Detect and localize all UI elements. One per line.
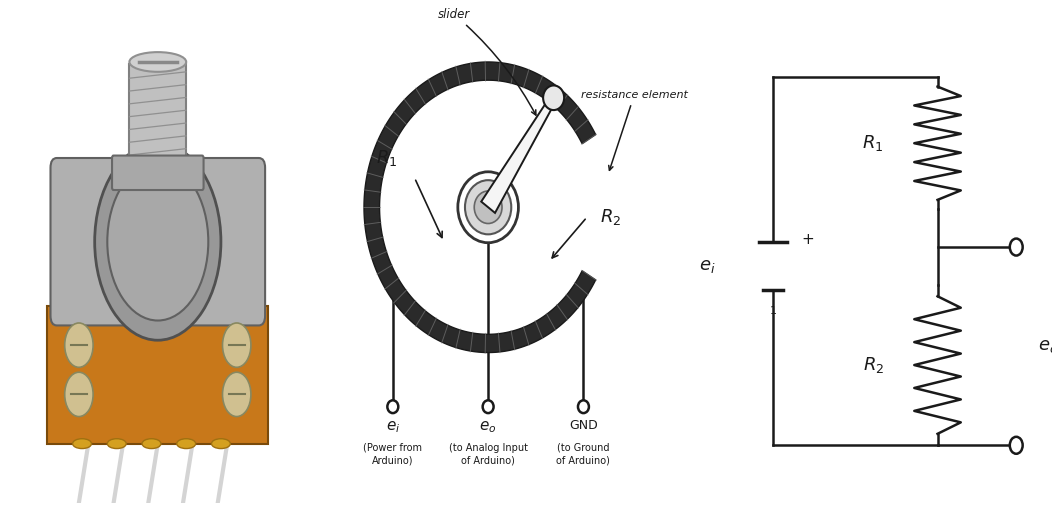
Text: slider: slider [438, 8, 535, 115]
Circle shape [95, 143, 221, 340]
Text: resistance element: resistance element [581, 90, 688, 170]
Circle shape [458, 172, 519, 243]
Circle shape [474, 191, 502, 224]
FancyBboxPatch shape [112, 155, 203, 190]
Polygon shape [364, 62, 595, 352]
Ellipse shape [142, 439, 161, 448]
Text: $e_i$: $e_i$ [700, 257, 715, 275]
Bar [47, 306, 268, 444]
Circle shape [64, 372, 93, 417]
Ellipse shape [211, 439, 230, 448]
Text: $R_2$: $R_2$ [600, 207, 621, 227]
Circle shape [1010, 437, 1023, 454]
Text: (to Analog Input
of Arduino): (to Analog Input of Arduino) [448, 443, 528, 465]
Circle shape [107, 163, 208, 321]
Circle shape [543, 86, 564, 110]
Text: 1: 1 [769, 306, 776, 316]
Ellipse shape [129, 52, 186, 72]
Circle shape [465, 180, 511, 234]
FancyBboxPatch shape [50, 158, 265, 325]
Text: $R_1$: $R_1$ [377, 148, 398, 168]
Text: $e_i$: $e_i$ [386, 419, 400, 435]
Circle shape [387, 400, 399, 413]
Text: $e_o$: $e_o$ [1037, 337, 1052, 355]
Text: +: + [802, 232, 814, 247]
Bar [129, 65, 186, 173]
Circle shape [223, 323, 250, 367]
Text: (Power from
Arduino): (Power from Arduino) [363, 443, 422, 465]
Ellipse shape [73, 439, 92, 448]
Text: $R_1$: $R_1$ [863, 133, 884, 153]
Text: (to Ground
of Arduino): (to Ground of Arduino) [557, 443, 610, 465]
Text: $e_o$: $e_o$ [480, 419, 497, 435]
Circle shape [64, 323, 93, 367]
Text: GND: GND [569, 419, 598, 432]
Circle shape [223, 372, 250, 417]
Text: $R_2$: $R_2$ [863, 355, 884, 375]
Circle shape [578, 400, 589, 413]
Ellipse shape [177, 439, 196, 448]
Circle shape [1010, 239, 1023, 255]
Ellipse shape [107, 439, 126, 448]
Circle shape [483, 400, 493, 413]
Polygon shape [481, 95, 557, 213]
